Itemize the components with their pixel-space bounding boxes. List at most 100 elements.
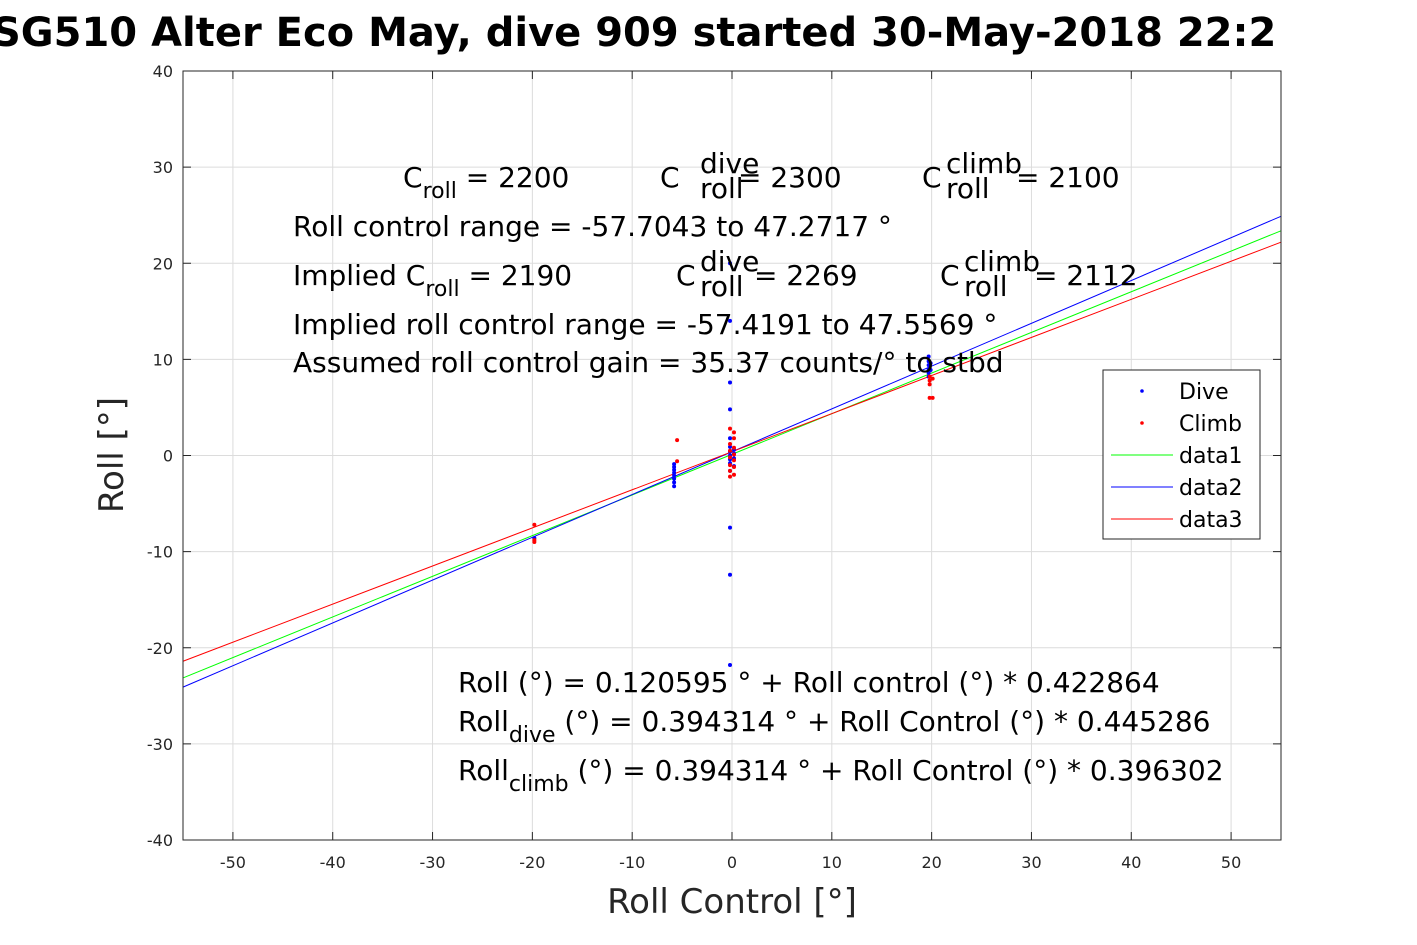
- point-climb: [930, 395, 935, 400]
- chart-title: SG510 Alter Eco May, dive 909 started 30…: [0, 10, 1276, 56]
- point-dive: [672, 484, 677, 489]
- point-dive: [672, 465, 677, 470]
- point-dive: [928, 361, 933, 366]
- annotation-gain: Assumed roll control gain = 35.37 counts…: [293, 346, 1004, 379]
- point-dive: [672, 462, 677, 467]
- point-dive: [672, 470, 677, 475]
- point-dive: [728, 444, 733, 449]
- point-climb: [728, 441, 733, 446]
- point-climb: [731, 436, 736, 441]
- legend-marker-climb: [1140, 421, 1144, 425]
- point-climb: [731, 458, 736, 463]
- y-tick-label: 20: [153, 254, 173, 273]
- point-dive: [672, 476, 677, 481]
- point-dive: [672, 467, 677, 472]
- point-climb: [675, 459, 680, 464]
- point-dive: [728, 525, 733, 530]
- x-tick-label: 10: [822, 853, 842, 872]
- point-climb: [532, 540, 537, 545]
- legend-label-data2: data2: [1179, 476, 1243, 501]
- annotation-range: Roll control range = -57.7043 to 47.2717…: [293, 210, 892, 243]
- point-climb: [728, 455, 733, 460]
- annotations: Croll = 2200 C dive roll = 2300 C climb …: [293, 147, 1224, 797]
- y-tick-label: 10: [153, 350, 173, 369]
- point-climb: [675, 438, 680, 443]
- annotation-c-climb-sub: roll: [946, 172, 990, 205]
- annotation-c-climb-sup: climb: [946, 147, 1022, 180]
- legend-marker-dive: [1140, 389, 1144, 393]
- point-dive: [672, 480, 677, 485]
- annotation-implied: Implied Croll = 2190: [293, 259, 572, 302]
- data-points: [532, 261, 935, 668]
- annotation-c-climb-value: = 2100: [1016, 161, 1120, 194]
- point-dive: [728, 663, 733, 668]
- legend-label-data1: data1: [1179, 444, 1243, 469]
- y-tick-label: -10: [147, 543, 173, 562]
- x-tick-label: -50: [220, 853, 246, 872]
- annotation-implied-dive-sup: dive: [700, 245, 759, 278]
- point-climb: [728, 474, 733, 479]
- annotation-eq1: Roll (°) = 0.120595 ° + Roll control (°)…: [458, 666, 1160, 699]
- x-tick-label: 20: [921, 853, 941, 872]
- point-climb: [532, 522, 537, 527]
- point-climb: [731, 445, 736, 450]
- point-dive: [728, 318, 733, 323]
- annotation-c-dive: C: [660, 161, 680, 194]
- point-climb: [731, 430, 736, 435]
- annotation-c-dive-sub: roll: [700, 172, 744, 205]
- annotation-implied-range: Implied roll control range = -57.4191 to…: [293, 308, 997, 341]
- annotation-c-roll: Croll = 2200: [403, 161, 569, 204]
- x-tick-label: 0: [727, 853, 737, 872]
- legend: Dive Climb data1 data2 data3: [1102, 369, 1261, 540]
- x-tick-label: -20: [519, 853, 545, 872]
- y-tick-label: -20: [147, 639, 173, 658]
- x-tick-label: -10: [619, 853, 645, 872]
- point-dive: [728, 436, 733, 441]
- x-axis-label: Roll Control [°]: [607, 882, 857, 922]
- annotation-implied-climb-sub: roll: [964, 270, 1008, 303]
- x-tick-label: 40: [1121, 853, 1141, 872]
- x-tick-label: -30: [419, 853, 445, 872]
- point-climb: [731, 465, 736, 470]
- annotation-eq2: Rolldive (°) = 0.394314 ° + Roll Control…: [458, 705, 1210, 748]
- y-tick-label: 0: [163, 447, 173, 466]
- y-tick-label: 40: [153, 62, 173, 81]
- point-climb: [927, 382, 932, 387]
- point-climb: [731, 452, 736, 457]
- point-climb: [927, 395, 932, 400]
- point-climb: [731, 472, 736, 477]
- point-climb: [728, 468, 733, 473]
- point-dive: [728, 380, 733, 385]
- annotation-implied-climb: C: [940, 259, 960, 292]
- point-climb: [728, 448, 733, 453]
- y-axis-label: Roll [°]: [92, 397, 132, 513]
- annotation-implied-climb-value: = 2112: [1034, 259, 1138, 292]
- point-dive: [926, 354, 931, 359]
- axis-ticks: -50 -40 -30 -20 -10 0 10 20 30 40 50 -40 -30 -20 -10 0 1…: [147, 62, 1281, 872]
- series-line-data1: [182, 230, 1282, 679]
- annotation-implied-climb-sup: climb: [964, 245, 1040, 278]
- y-tick-label: -40: [147, 831, 173, 850]
- legend-label-climb: Climb: [1179, 412, 1242, 437]
- x-tick-label: 30: [1021, 853, 1041, 872]
- point-climb: [930, 376, 935, 381]
- point-climb: [927, 378, 932, 383]
- point-climb: [927, 374, 932, 379]
- point-dive: [928, 367, 933, 372]
- annotation-implied-dive-value: = 2269: [754, 259, 858, 292]
- point-dive: [728, 407, 733, 412]
- point-climb: [728, 463, 733, 468]
- legend-label-dive: Dive: [1179, 380, 1229, 405]
- annotation-c-dive-sup: dive: [700, 147, 759, 180]
- x-tick-label: -40: [320, 853, 346, 872]
- annotation-eq3: Rollclimb (°) = 0.394314 ° + Roll Contro…: [458, 754, 1224, 797]
- point-dive: [728, 572, 733, 577]
- x-tick-label: 50: [1221, 853, 1241, 872]
- y-tick-label: -30: [147, 735, 173, 754]
- annotation-c-climb: C: [922, 161, 942, 194]
- point-dive: [926, 370, 931, 375]
- point-dive: [672, 473, 677, 478]
- annotation-c-dive-value: = 2300: [738, 161, 842, 194]
- annotation-implied-dive: C: [676, 259, 696, 292]
